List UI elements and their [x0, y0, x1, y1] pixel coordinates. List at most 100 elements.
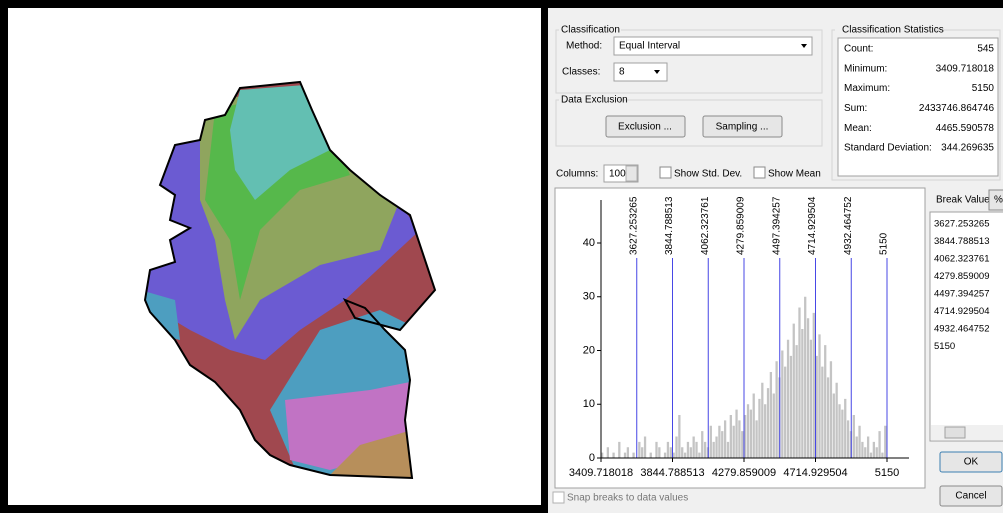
x-tick-label: 4279.859009 [712, 467, 776, 479]
checkbox[interactable] [659, 166, 672, 179]
break-label: 4062.323761 [700, 196, 711, 255]
histogram-bar [726, 441, 730, 458]
histogram-bar [789, 355, 793, 458]
statistics-box [837, 37, 999, 177]
checkbox-label: Snap breaks to data values [567, 493, 688, 504]
histogram-bar [812, 312, 815, 458]
histogram-bar [655, 441, 658, 458]
group-label: Classification Statistics [842, 25, 944, 36]
histogram-bar [669, 447, 672, 458]
x-tick-label: 4714.929504 [783, 467, 847, 479]
histogram-bar [738, 420, 741, 458]
histogram-bar [804, 296, 807, 458]
histogram-bar [732, 425, 735, 458]
stat-label: Minimum: [844, 63, 887, 74]
histogram-bar [764, 404, 767, 458]
classes-dropdown[interactable] [613, 62, 668, 82]
histogram-bar [809, 339, 813, 458]
group-label-bg [559, 94, 619, 106]
stat-label: Maximum: [844, 83, 890, 94]
histogram-bar [846, 420, 850, 458]
dropdown-arrow [654, 70, 660, 74]
histogram-bar [818, 334, 821, 458]
stat-value: 545 [977, 44, 994, 55]
histogram-bar [872, 441, 875, 458]
button-label: OK [964, 457, 979, 468]
sampling-button[interactable] [702, 115, 783, 138]
histogram-bar [666, 441, 670, 458]
histogram-bar [618, 441, 621, 458]
histogram-bar [772, 393, 775, 458]
button-label: Exclusion ... [618, 122, 672, 133]
exclusion-button[interactable] [605, 115, 686, 138]
scroll-thumb[interactable] [944, 426, 966, 439]
ok-button[interactable] [939, 451, 1003, 473]
histogram-bar [838, 404, 841, 458]
histogram-bar [715, 436, 718, 458]
histogram-bar [769, 372, 773, 458]
group-box [555, 29, 823, 94]
histogram-bar [675, 436, 678, 458]
field-label: Method: [566, 41, 602, 52]
histogram-bar [741, 431, 744, 458]
stat-label: Standard Deviation: [844, 143, 932, 154]
method-dropdown[interactable] [613, 36, 813, 56]
checkbox[interactable] [552, 491, 565, 504]
histogram-bar [884, 425, 887, 458]
histogram-bar [852, 415, 855, 458]
region [330, 430, 415, 478]
break-label: 4279.859009 [736, 196, 747, 255]
histogram-bar [686, 441, 690, 458]
x-tick-label: 5150 [875, 467, 899, 479]
histogram-bar [712, 441, 715, 458]
histogram-bar [744, 415, 747, 458]
group-label: Classification [561, 25, 620, 36]
x-tick-label: 3409.718018 [569, 467, 633, 479]
histogram-bar [841, 409, 844, 458]
button-label: Sampling ... [716, 122, 769, 133]
histogram-bar [824, 345, 827, 458]
histogram-bar [835, 382, 838, 458]
histogram-bar [775, 361, 778, 458]
group-label-bg [835, 24, 935, 36]
histogram-bar [758, 398, 761, 458]
break-label: 4714.929504 [807, 196, 818, 255]
cancel-button[interactable] [939, 485, 1003, 507]
break-value: 4497.394257 [934, 289, 989, 300]
spin-buttons[interactable] [625, 165, 638, 182]
percent-button[interactable] [988, 189, 1003, 211]
histogram-bar [855, 436, 858, 458]
statistics-rows: Count: 545 Minimum: 3409.718018 Maximum: 5150… [844, 44, 994, 154]
histogram-bar [752, 393, 755, 458]
histogram-bar [869, 452, 873, 458]
histogram-bar [858, 425, 861, 458]
histogram-bar [606, 447, 610, 458]
break-label: 5150 [879, 232, 890, 255]
histogram-bar [806, 318, 810, 458]
break-value: 3844.788513 [934, 236, 989, 247]
break-values-list[interactable] [929, 211, 1003, 442]
break-value: 4279.859009 [934, 271, 989, 282]
histogram-bar [801, 329, 804, 458]
break-values: 3627.253265 3844.788513 4062.323761 4279.85… [934, 219, 989, 353]
scrollbar[interactable] [931, 425, 1003, 440]
histogram-bar [729, 415, 732, 458]
histogram-bar [723, 420, 727, 458]
break-label: 4932.464752 [843, 196, 854, 255]
x-tick-label: 3844.788513 [640, 467, 704, 479]
histogram-bar [641, 447, 644, 458]
histogram-bar [663, 452, 667, 458]
checkbox[interactable] [753, 166, 766, 179]
stat-value: 344.269635 [941, 143, 994, 154]
histogram-bar [829, 361, 833, 458]
y-tick-label: 40 [583, 237, 595, 249]
histogram-bar [761, 382, 764, 458]
histogram-bar [643, 436, 647, 458]
histogram-bar [866, 436, 870, 458]
histogram-bar [721, 431, 724, 458]
dropdown-arrow [801, 44, 807, 48]
stat-value: 2433746.864746 [919, 103, 995, 114]
field-label: Classes: [562, 67, 600, 78]
dropdown-value: 8 [619, 67, 625, 78]
